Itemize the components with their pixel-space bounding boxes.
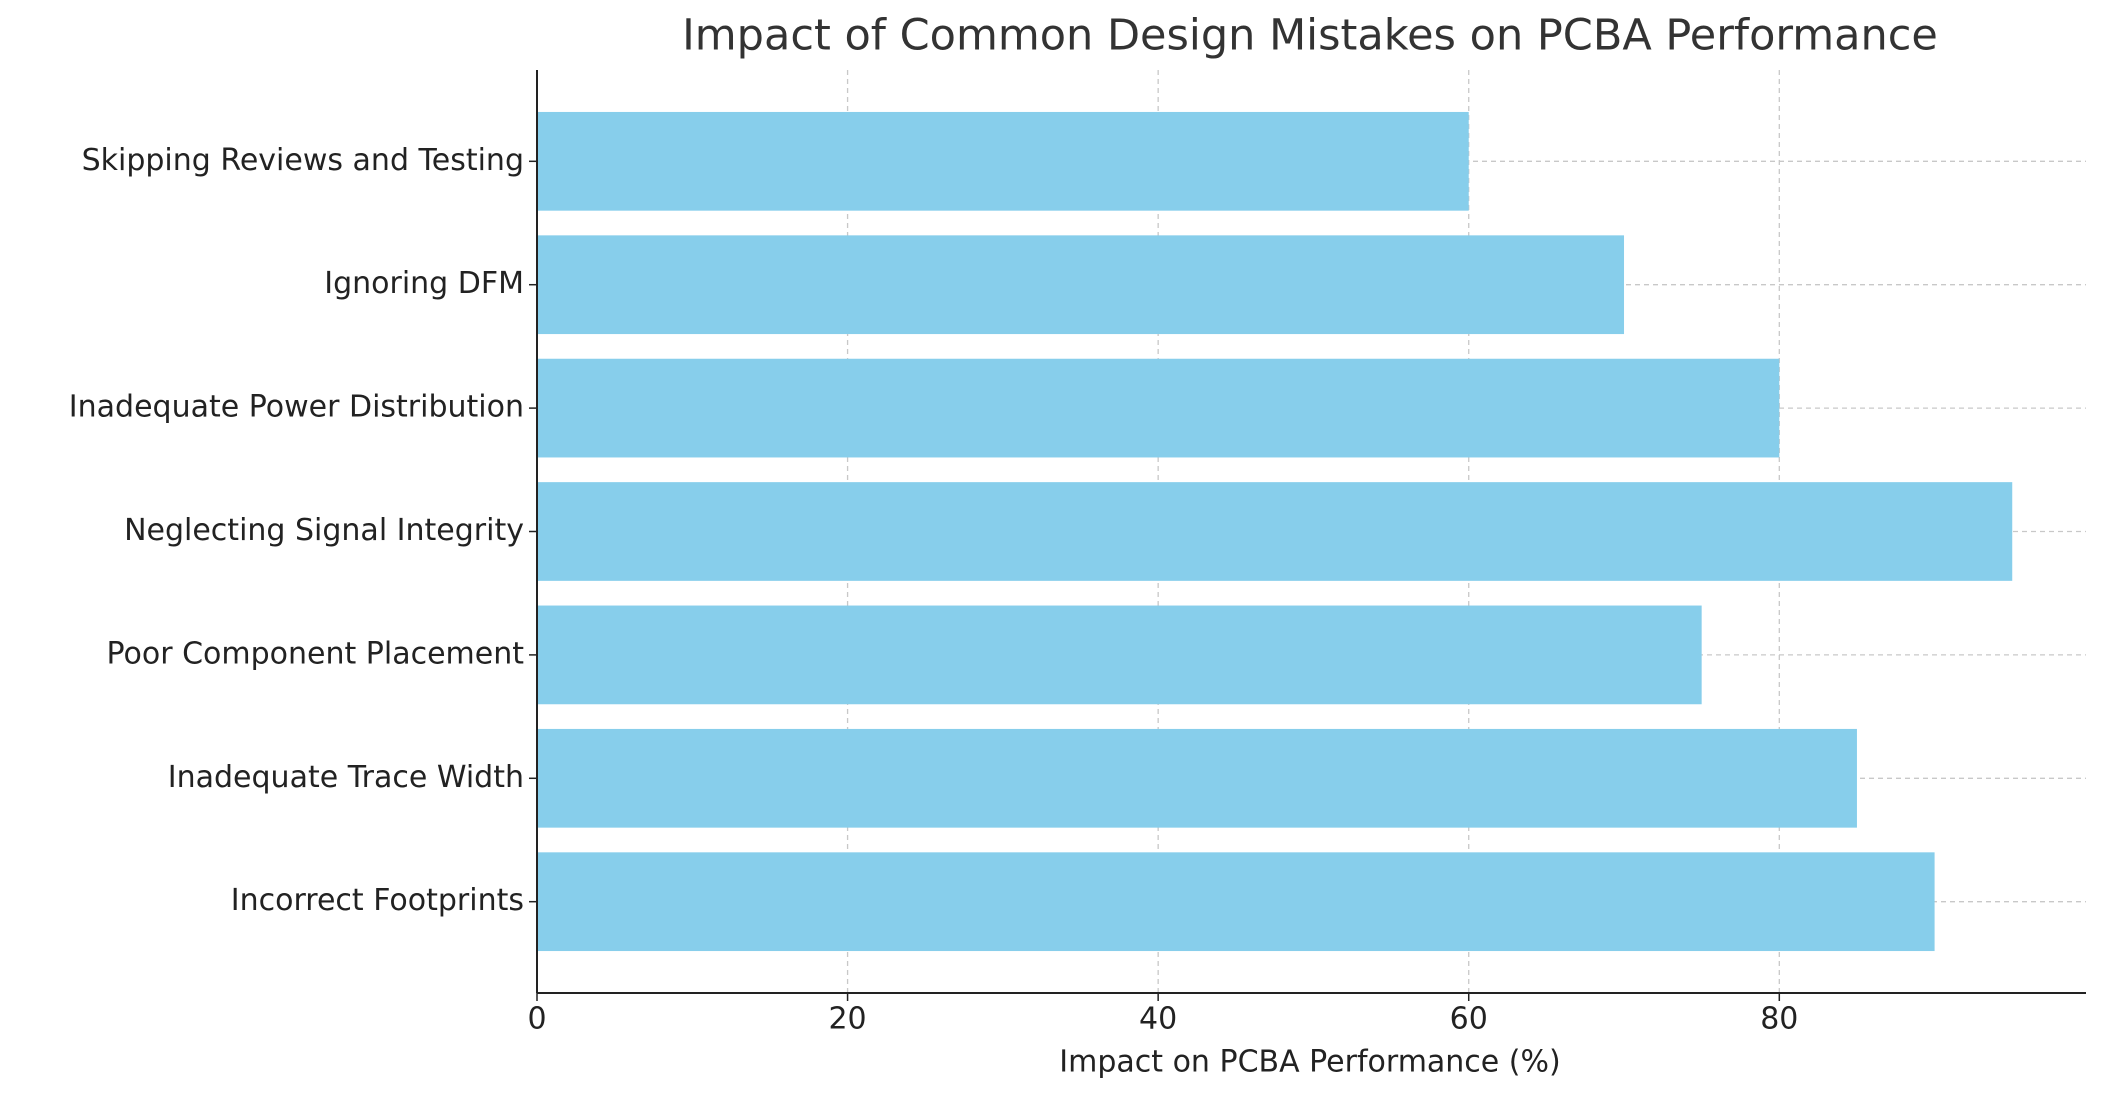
bar [537,852,1935,952]
bar [537,728,1857,828]
x-tick-label: 80 [1760,1002,1798,1037]
x-axis-label: Impact on PCBA Performance (%) [1059,1045,1560,1080]
y-tick-label: Inadequate Power Distribution [69,390,524,425]
bar [537,235,1625,335]
y-tick-label: Ignoring DFM [324,266,524,301]
y-tick-label: Incorrect Footprints [231,883,524,918]
y-tick-label: Inadequate Trace Width [168,760,524,795]
bar [537,605,1702,705]
chart-title: Impact of Common Design Mistakes on PCBA… [682,11,1938,61]
x-tick-label: 60 [1450,1002,1488,1037]
x-tick-label: 20 [828,1002,866,1037]
bar [537,111,1469,211]
y-tick-label: Skipping Reviews and Testing [82,143,524,178]
bar [537,358,1780,458]
y-tick-label: Neglecting Signal Integrity [124,513,524,548]
bar [537,482,2013,581]
y-tick-label: Poor Component Placement [106,636,524,671]
x-tick-label: 40 [1139,1002,1177,1037]
x-tick-label: 0 [527,1002,546,1037]
